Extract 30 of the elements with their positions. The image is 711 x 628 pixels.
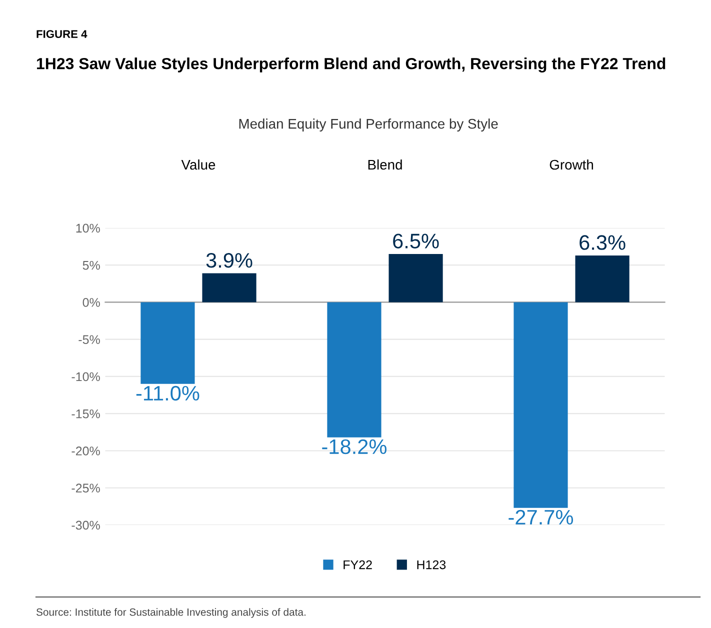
chart-subtitle: Median Equity Fund Performance by Style <box>239 118 498 132</box>
bar <box>327 302 382 438</box>
bar <box>140 302 195 384</box>
data-label: -18.2% <box>322 439 386 454</box>
y-tick-label: -5% <box>78 335 100 344</box>
source-note: Source: Institute for Sustainable Investing analysis of data. <box>36 608 306 618</box>
data-label: 3.9% <box>206 253 252 268</box>
y-tick-label: 10% <box>76 224 100 233</box>
legend-label: FY22 <box>344 560 372 570</box>
data-label: 6.5% <box>393 234 439 248</box>
y-tick-label: -10% <box>72 372 100 382</box>
bar <box>575 255 630 302</box>
y-tick-label: -15% <box>72 409 100 418</box>
bar <box>388 254 443 302</box>
bar <box>202 273 256 302</box>
y-tick-label: -25% <box>72 484 100 493</box>
y-tick-label: 0% <box>82 298 100 307</box>
chart-title: 1H23 Saw Value Styles Underperform Blend and Growth, Reversing the FY22 Trend <box>37 58 666 72</box>
y-tick-label: -20% <box>72 446 100 456</box>
x-tick-label: Value <box>181 159 216 170</box>
data-label: 6.3% <box>580 235 626 250</box>
bar <box>514 302 568 508</box>
data-label: -11.0% <box>136 386 200 401</box>
y-tick-label: -30% <box>72 520 100 530</box>
legend-label: H123 <box>417 560 446 570</box>
y-tick-label: 5% <box>82 260 100 270</box>
x-tick-label: Blend <box>368 159 402 170</box>
data-label: -27.7% <box>508 510 574 525</box>
x-tick-label: Growth <box>550 159 594 170</box>
caption: FIGURE 4 <box>36 30 88 38</box>
